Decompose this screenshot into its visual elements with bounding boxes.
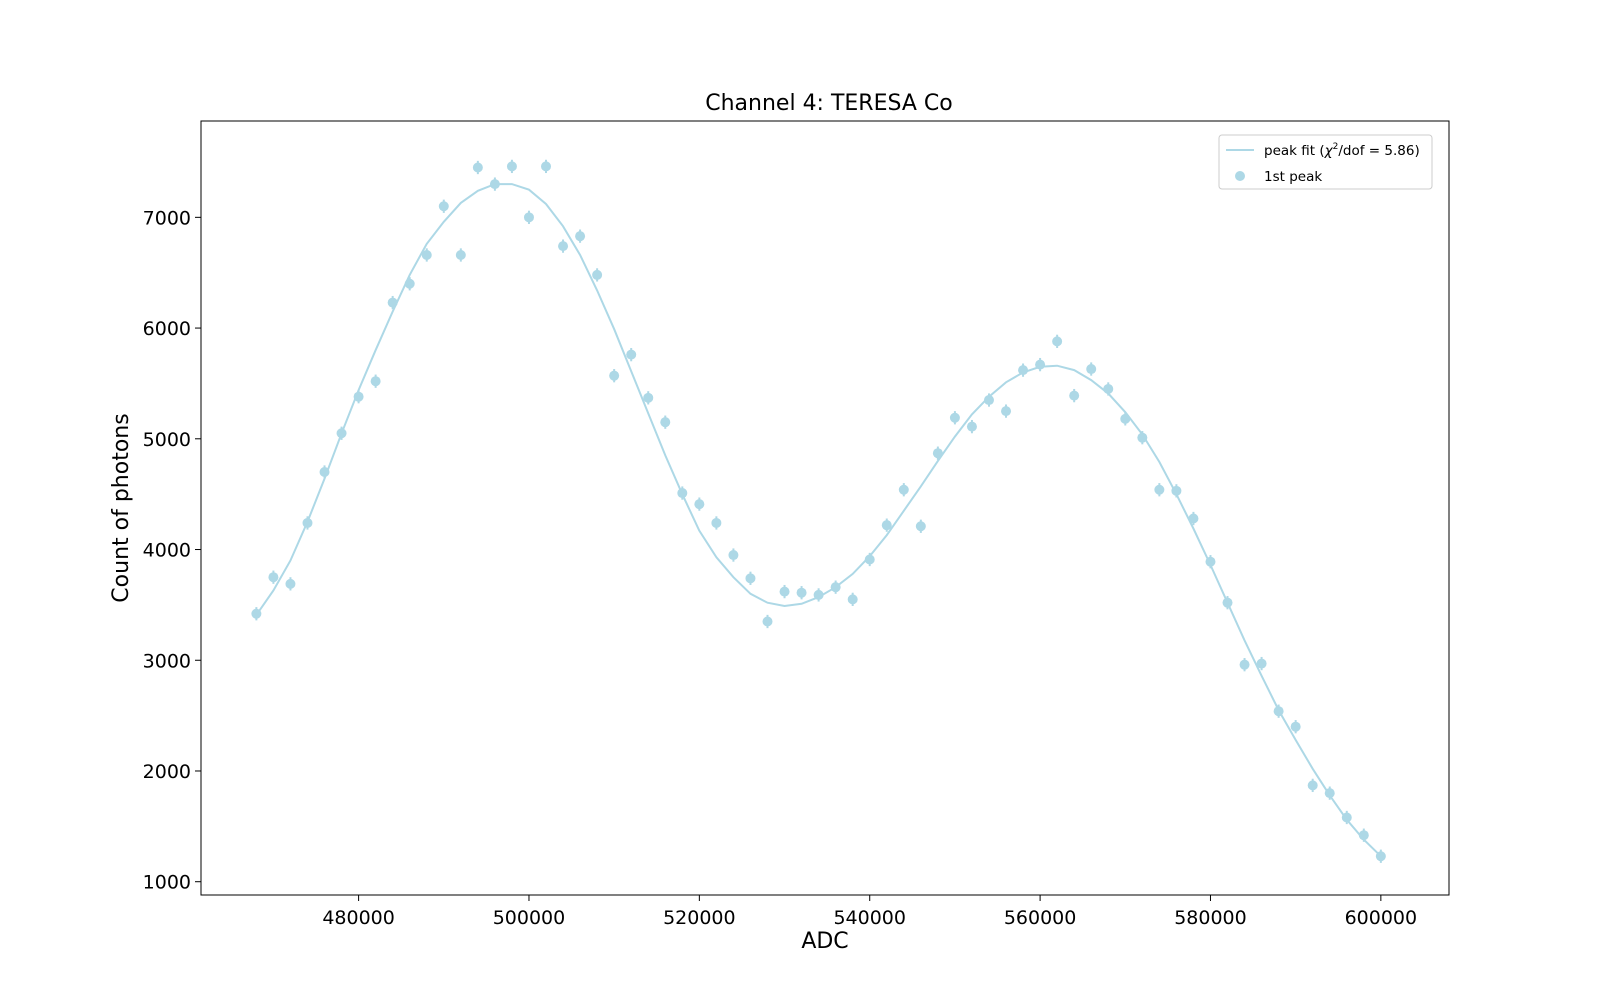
data-point bbox=[506, 161, 517, 172]
chart-title: Channel 4: TERESA Co bbox=[705, 91, 952, 116]
data-point bbox=[541, 161, 552, 172]
data-point bbox=[1001, 406, 1012, 417]
data-point bbox=[932, 448, 943, 459]
data-point bbox=[728, 550, 739, 561]
data-point bbox=[302, 517, 313, 528]
y-axis-label: Count of photons bbox=[109, 413, 134, 602]
data-point bbox=[404, 278, 415, 289]
data-point bbox=[336, 428, 347, 439]
data-point bbox=[643, 392, 654, 403]
data-point bbox=[1052, 336, 1063, 347]
data-point bbox=[745, 573, 756, 584]
data-point bbox=[1222, 597, 1233, 608]
data-point bbox=[1171, 485, 1182, 496]
data-point bbox=[1358, 830, 1369, 841]
data-point bbox=[694, 499, 705, 510]
data-point bbox=[558, 241, 569, 252]
y-tick-label: 7000 bbox=[143, 207, 191, 229]
data-point bbox=[830, 582, 841, 593]
data-point bbox=[1341, 812, 1352, 823]
x-tick-label: 500000 bbox=[493, 907, 566, 929]
data-point bbox=[1154, 484, 1165, 495]
legend-points-label: 1st peak bbox=[1264, 169, 1322, 185]
x-axis-ticks: 480000 500000 520000 540000 560000 580000 6000… bbox=[322, 895, 1417, 929]
data-point bbox=[421, 249, 432, 260]
data-point bbox=[915, 521, 926, 532]
data-point bbox=[438, 201, 449, 212]
data-point bbox=[1137, 432, 1148, 443]
data-point bbox=[1256, 658, 1267, 669]
data-point bbox=[626, 349, 637, 360]
data-point bbox=[1018, 365, 1029, 376]
y-tick-label: 1000 bbox=[143, 872, 191, 894]
x-axis-label: ADC bbox=[801, 929, 848, 954]
data-point bbox=[677, 488, 688, 499]
data-point bbox=[268, 572, 279, 583]
data-point bbox=[285, 578, 296, 589]
data-point bbox=[762, 616, 773, 627]
data-point bbox=[813, 589, 824, 600]
data-point bbox=[966, 421, 977, 432]
y-tick-label: 3000 bbox=[143, 650, 191, 672]
x-tick-label: 540000 bbox=[833, 907, 906, 929]
legend-box bbox=[1218, 134, 1433, 190]
data-point bbox=[1120, 413, 1131, 424]
legend-points-swatch bbox=[1235, 171, 1245, 181]
y-tick-label: 6000 bbox=[143, 318, 191, 340]
x-tick-label: 560000 bbox=[1004, 907, 1077, 929]
data-point bbox=[1188, 513, 1199, 524]
data-point bbox=[370, 376, 381, 387]
data-point bbox=[353, 391, 364, 402]
data-point bbox=[1375, 851, 1386, 862]
data-point bbox=[898, 484, 909, 495]
y-tick-label: 4000 bbox=[143, 540, 191, 562]
x-tick-label: 580000 bbox=[1174, 907, 1247, 929]
data-point bbox=[1069, 390, 1080, 401]
data-point bbox=[847, 594, 858, 605]
data-point bbox=[1103, 383, 1114, 394]
plot-area bbox=[200, 120, 1450, 896]
legend-fit-label: peak fit (χ2/dof = 5.86) bbox=[1264, 142, 1420, 159]
data-point bbox=[779, 586, 790, 597]
data-point bbox=[660, 417, 671, 428]
data-point bbox=[1307, 780, 1318, 791]
data-point bbox=[575, 231, 586, 242]
data-point bbox=[609, 370, 620, 381]
x-tick-label: 600000 bbox=[1345, 907, 1418, 929]
y-axis-ticks: 1000 2000 3000 4000 5000 6000 7000 bbox=[143, 207, 201, 894]
data-point bbox=[1239, 659, 1250, 670]
legend: peak fit (χ2/dof = 5.86) 1st peak bbox=[1218, 134, 1433, 190]
data-point bbox=[983, 395, 994, 406]
data-point bbox=[319, 467, 330, 478]
data-point bbox=[592, 269, 603, 280]
data-point bbox=[523, 212, 534, 223]
y-tick-label: 2000 bbox=[143, 761, 191, 783]
data-point bbox=[489, 179, 500, 190]
data-point bbox=[1035, 359, 1046, 370]
points-series bbox=[251, 159, 1386, 863]
data-point bbox=[1086, 364, 1097, 375]
x-tick-label: 480000 bbox=[322, 907, 395, 929]
x-tick-label: 520000 bbox=[663, 907, 736, 929]
data-point bbox=[472, 162, 483, 173]
y-tick-label: 5000 bbox=[143, 429, 191, 451]
data-point bbox=[864, 554, 875, 565]
data-point bbox=[251, 608, 262, 619]
data-point bbox=[387, 297, 398, 308]
data-point bbox=[949, 412, 960, 423]
data-point bbox=[1324, 788, 1335, 799]
data-point bbox=[796, 587, 807, 598]
data-point bbox=[711, 517, 722, 528]
data-point bbox=[455, 249, 466, 260]
data-point bbox=[1273, 706, 1284, 717]
data-point bbox=[1205, 556, 1216, 567]
data-point bbox=[881, 520, 892, 531]
data-point bbox=[1290, 721, 1301, 732]
